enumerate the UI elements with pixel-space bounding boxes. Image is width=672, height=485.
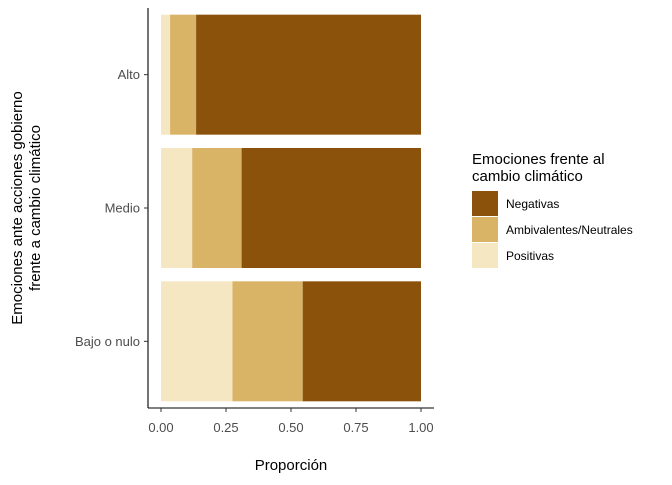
x-axis-title: Proporción: [255, 457, 328, 474]
x-tick-label: 0.50: [278, 420, 303, 435]
bar-segment-medio-positivas: [161, 148, 193, 268]
y-tick-label: Medio: [105, 201, 140, 216]
y-axis-title-line: frente a cambio climático: [27, 125, 44, 291]
bars-layer: [161, 14, 421, 402]
legend-label: Negativas: [506, 197, 559, 211]
legend-title: Emociones frente al cambio climático: [472, 151, 605, 185]
legend-key-ambivalentes-neutrales: [472, 217, 498, 242]
legend: Emociones frente al cambio climático Negat…: [472, 151, 633, 268]
axes-layer: [144, 8, 434, 412]
bar-segment-bajo-o-nulo-positivas: [161, 281, 233, 402]
bar-segment-medio-negativas: [241, 148, 421, 268]
x-tick-label: 0.00: [148, 420, 173, 435]
x-tick-label: 1.00: [408, 420, 433, 435]
legend-key-negativas: [472, 191, 498, 216]
y-tick-label: Alto: [118, 67, 140, 82]
x-tick-label: 0.75: [343, 420, 368, 435]
legend-label: Positivas: [506, 249, 554, 263]
legend-key-positivas: [472, 243, 498, 268]
bar-segment-medio-ambivalentes-neutrales: [192, 148, 242, 268]
bar-segment-bajo-o-nulo-negativas: [302, 281, 421, 402]
y-tick-label: Bajo o nulo: [75, 334, 140, 349]
bar-segment-bajo-o-nulo-ambivalentes-neutrales: [232, 281, 303, 402]
legend-label: Ambivalentes/Neutrales: [506, 223, 633, 237]
bar-segment-alto-negativas: [196, 14, 421, 135]
legend-title-line: cambio climático: [472, 168, 583, 185]
bar-segment-alto-ambivalentes-neutrales: [170, 14, 197, 135]
legend-title-line: Emociones frente al: [472, 151, 605, 168]
y-axis-title-line: Emociones ante acciones gobierno: [9, 91, 26, 324]
x-tick-label: 0.25: [213, 420, 238, 435]
labels-layer: 0.00 0.25 0.50 0.75 1.00 Bajo o nulo Medio Alto…: [9, 67, 434, 474]
bar-segment-alto-positivas: [161, 14, 171, 135]
y-axis-title: Emociones ante acciones gobiernofrente a…: [9, 91, 44, 324]
